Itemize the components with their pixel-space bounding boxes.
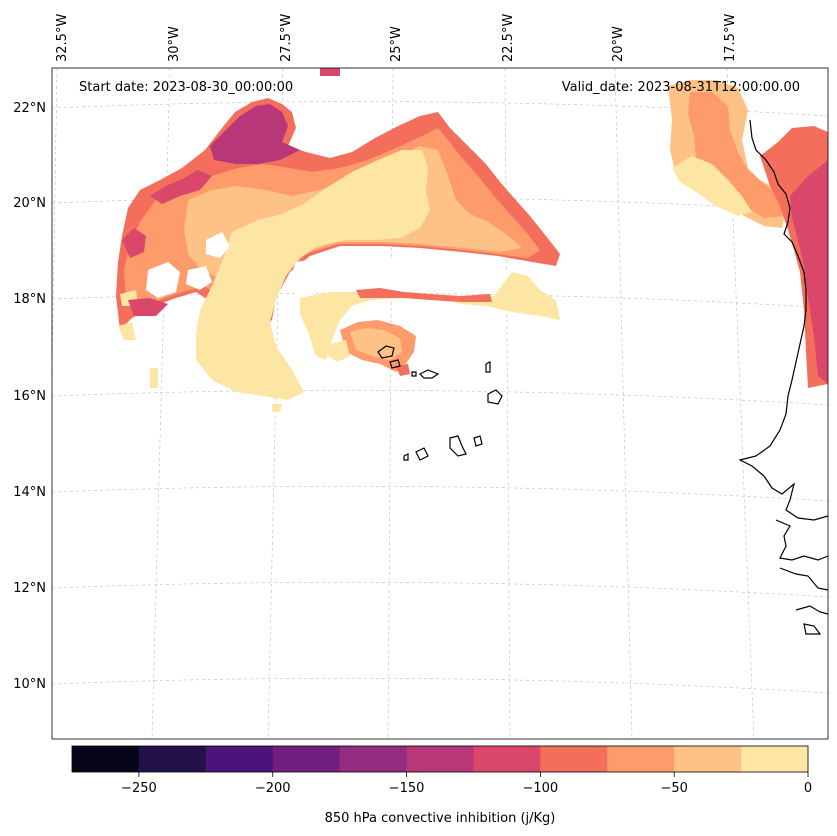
contour-fill-25-0 [672,156,752,216]
meridian [151,68,171,739]
colorbar-border [71,745,809,773]
longitude-labels: 32.5°W 30°W 27.5°W 25°W 22.5°W 20°W 17.5… [55,14,738,62]
colorbar-segment [138,746,207,772]
parallel [52,389,828,406]
contour-gap [286,256,540,296]
contour-fill-125-100 [150,170,212,204]
latitude-label: 18°N [13,292,46,307]
longitude-label: 20°W [611,26,626,62]
latitude-labels: 22°N 20°N 18°N 16°N 14°N 12°N 10°N [13,101,46,692]
contour-fill-100-75 [356,288,492,302]
contour-fill-125-100 [122,228,146,258]
contour-fill-50-25 [350,328,402,360]
coastlines [377,119,828,635]
island [473,435,483,447]
island [389,359,401,369]
longitude-label: 22.5°W [501,14,516,62]
island [415,447,429,461]
colorbar-tick-label: 0 [804,781,812,796]
contour-gap [146,262,180,298]
longitude-label: 32.5°W [55,14,70,62]
latitude-label: 14°N [13,485,46,500]
colorbar [72,746,809,772]
africa-coastline [738,119,828,635]
colorbar-tick-label: −250 [121,781,157,796]
longitude-label: 30°W [167,26,182,62]
cin-filled-contours [116,68,828,412]
island [377,345,395,359]
meridian [267,68,284,739]
contour-gap [186,266,212,290]
colorbar-segment [741,746,809,772]
colorbar-tick-label: −200 [255,781,291,796]
colorbar-segment [540,746,608,772]
longitude-label: 25°W [389,26,404,62]
latitude-label: 22°N [13,101,46,116]
colorbar-segment [72,746,140,772]
colorbar-segment [674,746,742,772]
colorbar-tick-label: −150 [389,781,425,796]
contour-fill-75-50 [688,92,784,218]
meridian [504,68,511,739]
parallel [52,581,828,598]
island [411,371,417,377]
contour-fill-25-0 [196,150,430,400]
contour-fill-150-125 [210,104,300,164]
island [403,453,409,461]
latitude-label: 12°N [13,581,46,596]
latitude-label: 10°N [13,677,46,692]
contour-fill-25-0 [328,340,350,362]
island [418,369,440,379]
contour-fill-100-75 [396,364,410,376]
island [449,435,467,457]
contour-fill-25-0 [150,368,158,388]
map-border [51,67,829,740]
parallel [52,101,828,117]
contour-fill-25-0 [272,404,282,412]
latitude-label: 20°N [13,196,46,211]
latitude-label: 16°N [13,389,46,404]
parallel [52,485,828,502]
colorbar-tick-label: −100 [523,781,559,796]
contour-fill-25-0 [118,322,136,340]
longitude-label: 17.5°W [723,14,738,62]
colorbar-segment [205,746,274,772]
meridian [614,68,633,739]
colorbar-segment [607,746,675,772]
contour-fill-125-100 [320,68,340,76]
island [487,389,503,405]
colorbar-segment [406,746,474,772]
colorbar-tick-label: −50 [660,781,687,796]
valid-date-annotation: Valid_date: 2023-08-31T12:00:00.00 [562,80,800,95]
contour-gap [206,232,230,258]
contour-fill-125-100 [790,160,828,384]
meridian [726,68,755,739]
colorbar-segment [339,746,408,772]
start-date-annotation: Start date: 2023-08-30_00:00:00 [79,80,293,95]
colorbar-label: 850 hPa convective inhibition (j/Kg) [325,811,556,826]
colorbar-segment [272,746,341,772]
colorbar-ticks: −250 −200 −150 −100 −50 0 [121,772,812,796]
colorbar-segment [473,746,541,772]
island [485,361,491,373]
parallel [52,677,828,694]
longitude-label: 27.5°W [279,14,294,62]
meridian [387,68,394,739]
contour-fill-125-100 [128,298,168,316]
